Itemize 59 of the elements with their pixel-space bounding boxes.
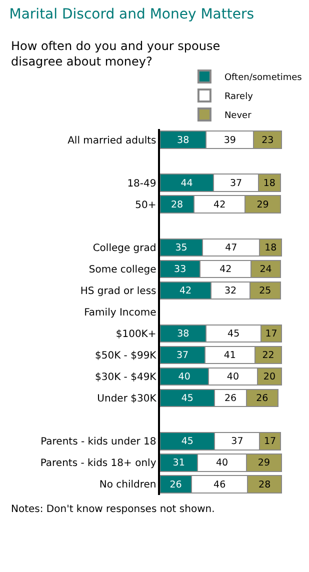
chart-title: Marital Discord and Money Matters bbox=[9, 6, 254, 22]
legend-label: Often/sometimes bbox=[224, 73, 302, 84]
y-tick-label: Under $30K bbox=[97, 394, 157, 405]
y-tick-label: Family Income bbox=[84, 308, 156, 318]
y-tick-label: $30K - $49K bbox=[94, 372, 157, 384]
data-label: 28 bbox=[170, 199, 184, 210]
data-label: 18 bbox=[264, 242, 277, 254]
y-tick-label: Parents - kids 18+ only bbox=[40, 458, 156, 470]
data-label: 40 bbox=[216, 458, 228, 469]
data-label: 26 bbox=[170, 479, 182, 490]
data-label: 47 bbox=[225, 242, 238, 254]
y-tick-label: 18-49 bbox=[127, 178, 156, 190]
data-label: 31 bbox=[172, 458, 185, 469]
data-label: 39 bbox=[224, 134, 236, 146]
y-tick-label: Some college bbox=[88, 264, 156, 276]
data-label: 29 bbox=[258, 458, 270, 469]
data-label: 22 bbox=[262, 350, 274, 362]
data-label: 26 bbox=[256, 393, 268, 404]
data-label: 33 bbox=[174, 264, 186, 275]
data-label: 18 bbox=[263, 178, 276, 189]
y-tick-label: Parents - kids under 18 bbox=[40, 436, 156, 448]
data-label: 20 bbox=[263, 372, 276, 383]
data-label: 37 bbox=[230, 178, 242, 189]
y-tick-label: 50+ bbox=[135, 200, 156, 211]
data-label: 23 bbox=[262, 134, 274, 146]
data-label: 40 bbox=[178, 372, 190, 383]
data-label: 24 bbox=[260, 264, 272, 275]
legend-label: Rarely bbox=[224, 92, 254, 102]
data-label: 38 bbox=[177, 134, 190, 146]
data-label: 38 bbox=[177, 328, 190, 340]
data-label: 45 bbox=[181, 436, 194, 448]
y-tick-label: $50K - $99K bbox=[94, 350, 157, 362]
y-tick-label: $100K+ bbox=[116, 329, 156, 340]
data-label: 37 bbox=[231, 436, 244, 448]
data-label: 45 bbox=[228, 328, 240, 340]
text: Notes: Don't know responses not shown. bbox=[11, 504, 215, 515]
data-label: 26 bbox=[224, 393, 237, 404]
y-tick-label: College grad bbox=[92, 242, 156, 254]
data-label: 35 bbox=[175, 242, 188, 254]
data-label: 25 bbox=[259, 285, 272, 296]
data-label: 44 bbox=[180, 178, 193, 189]
data-label: 41 bbox=[224, 350, 236, 362]
data-label: 40 bbox=[226, 372, 239, 383]
data-label: 17 bbox=[264, 436, 276, 448]
chart-subtitle: How often do you and your spouse disagree about money? bbox=[11, 39, 220, 69]
y-tick-label: HS grad or less bbox=[80, 286, 156, 297]
data-label: 17 bbox=[265, 328, 278, 340]
data-label: 37 bbox=[176, 350, 189, 362]
data-label: 42 bbox=[214, 199, 226, 210]
y-tick-label: All married adults bbox=[68, 135, 156, 146]
data-label: 46 bbox=[214, 479, 226, 490]
data-label: 45 bbox=[181, 393, 194, 404]
data-label: 42 bbox=[179, 285, 192, 296]
data-label: 28 bbox=[258, 479, 271, 490]
legend-label: Never bbox=[224, 111, 252, 122]
data-label: 32 bbox=[224, 285, 237, 296]
data-label: 29 bbox=[256, 199, 269, 210]
y-tick-label: No children bbox=[99, 480, 156, 491]
data-label: 42 bbox=[220, 264, 232, 275]
